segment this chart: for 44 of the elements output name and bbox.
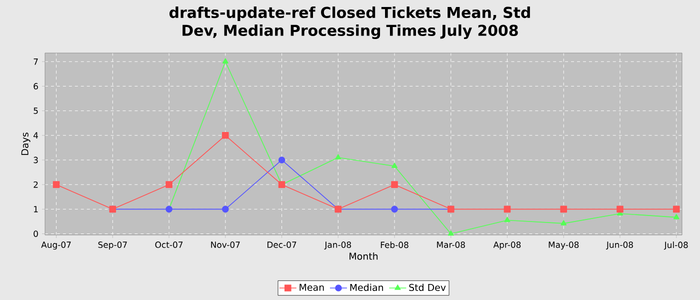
- x-tick-label: Sep-07: [98, 242, 127, 250]
- point: [448, 230, 454, 236]
- point: [560, 220, 567, 226]
- chart-title: drafts-update-ref Closed Tickets Mean, Std Dev, Median Processing Times July 2008: [169, 6, 530, 40]
- y-tick-label: 4: [34, 132, 38, 138]
- point: [391, 206, 398, 213]
- x-tick-label: Jul-08: [664, 242, 688, 250]
- y-tick-label: 1: [34, 206, 38, 212]
- y-axis-title: Days: [21, 132, 30, 155]
- point: [616, 206, 624, 213]
- y-tick-label: 0: [34, 230, 38, 237]
- legend-label: Std Dev: [409, 284, 446, 292]
- point: [560, 206, 568, 213]
- x-tick-label: Mar-08: [437, 242, 465, 248]
- legend-label: Mean: [300, 284, 324, 291]
- point: [392, 162, 398, 168]
- x-tick-label: Oct-07: [155, 242, 183, 248]
- y-tick-label: 6: [34, 83, 38, 90]
- y-tick-label: 7: [34, 58, 38, 65]
- y-tick-label: 5: [34, 108, 38, 114]
- point: [52, 181, 60, 188]
- point: [504, 216, 510, 222]
- x-tick-label: Jun-08: [606, 242, 633, 250]
- y-tick-label: 2: [34, 181, 38, 188]
- point: [673, 214, 680, 220]
- x-axis-title: Month: [350, 252, 378, 260]
- point: [222, 206, 229, 213]
- legend-label: Median: [350, 284, 384, 292]
- point: [166, 181, 172, 188]
- point: [391, 181, 398, 188]
- point: [278, 156, 286, 164]
- x-tick-label: Dec-07: [267, 242, 296, 248]
- x-tick-label: Apr-08: [493, 242, 521, 250]
- x-tick-label: Jan-08: [324, 242, 352, 250]
- point: [335, 154, 342, 160]
- x-tick-label: Aug-07: [41, 242, 71, 250]
- point: [222, 58, 228, 64]
- point: [672, 206, 680, 213]
- point: [504, 206, 511, 213]
- x-tick-label: Nov-07: [211, 242, 240, 248]
- x-tick-label: Feb-08: [380, 242, 408, 248]
- x-tick-label: May-08: [548, 242, 579, 250]
- point: [222, 132, 229, 139]
- y-tick-label: 3: [34, 156, 38, 164]
